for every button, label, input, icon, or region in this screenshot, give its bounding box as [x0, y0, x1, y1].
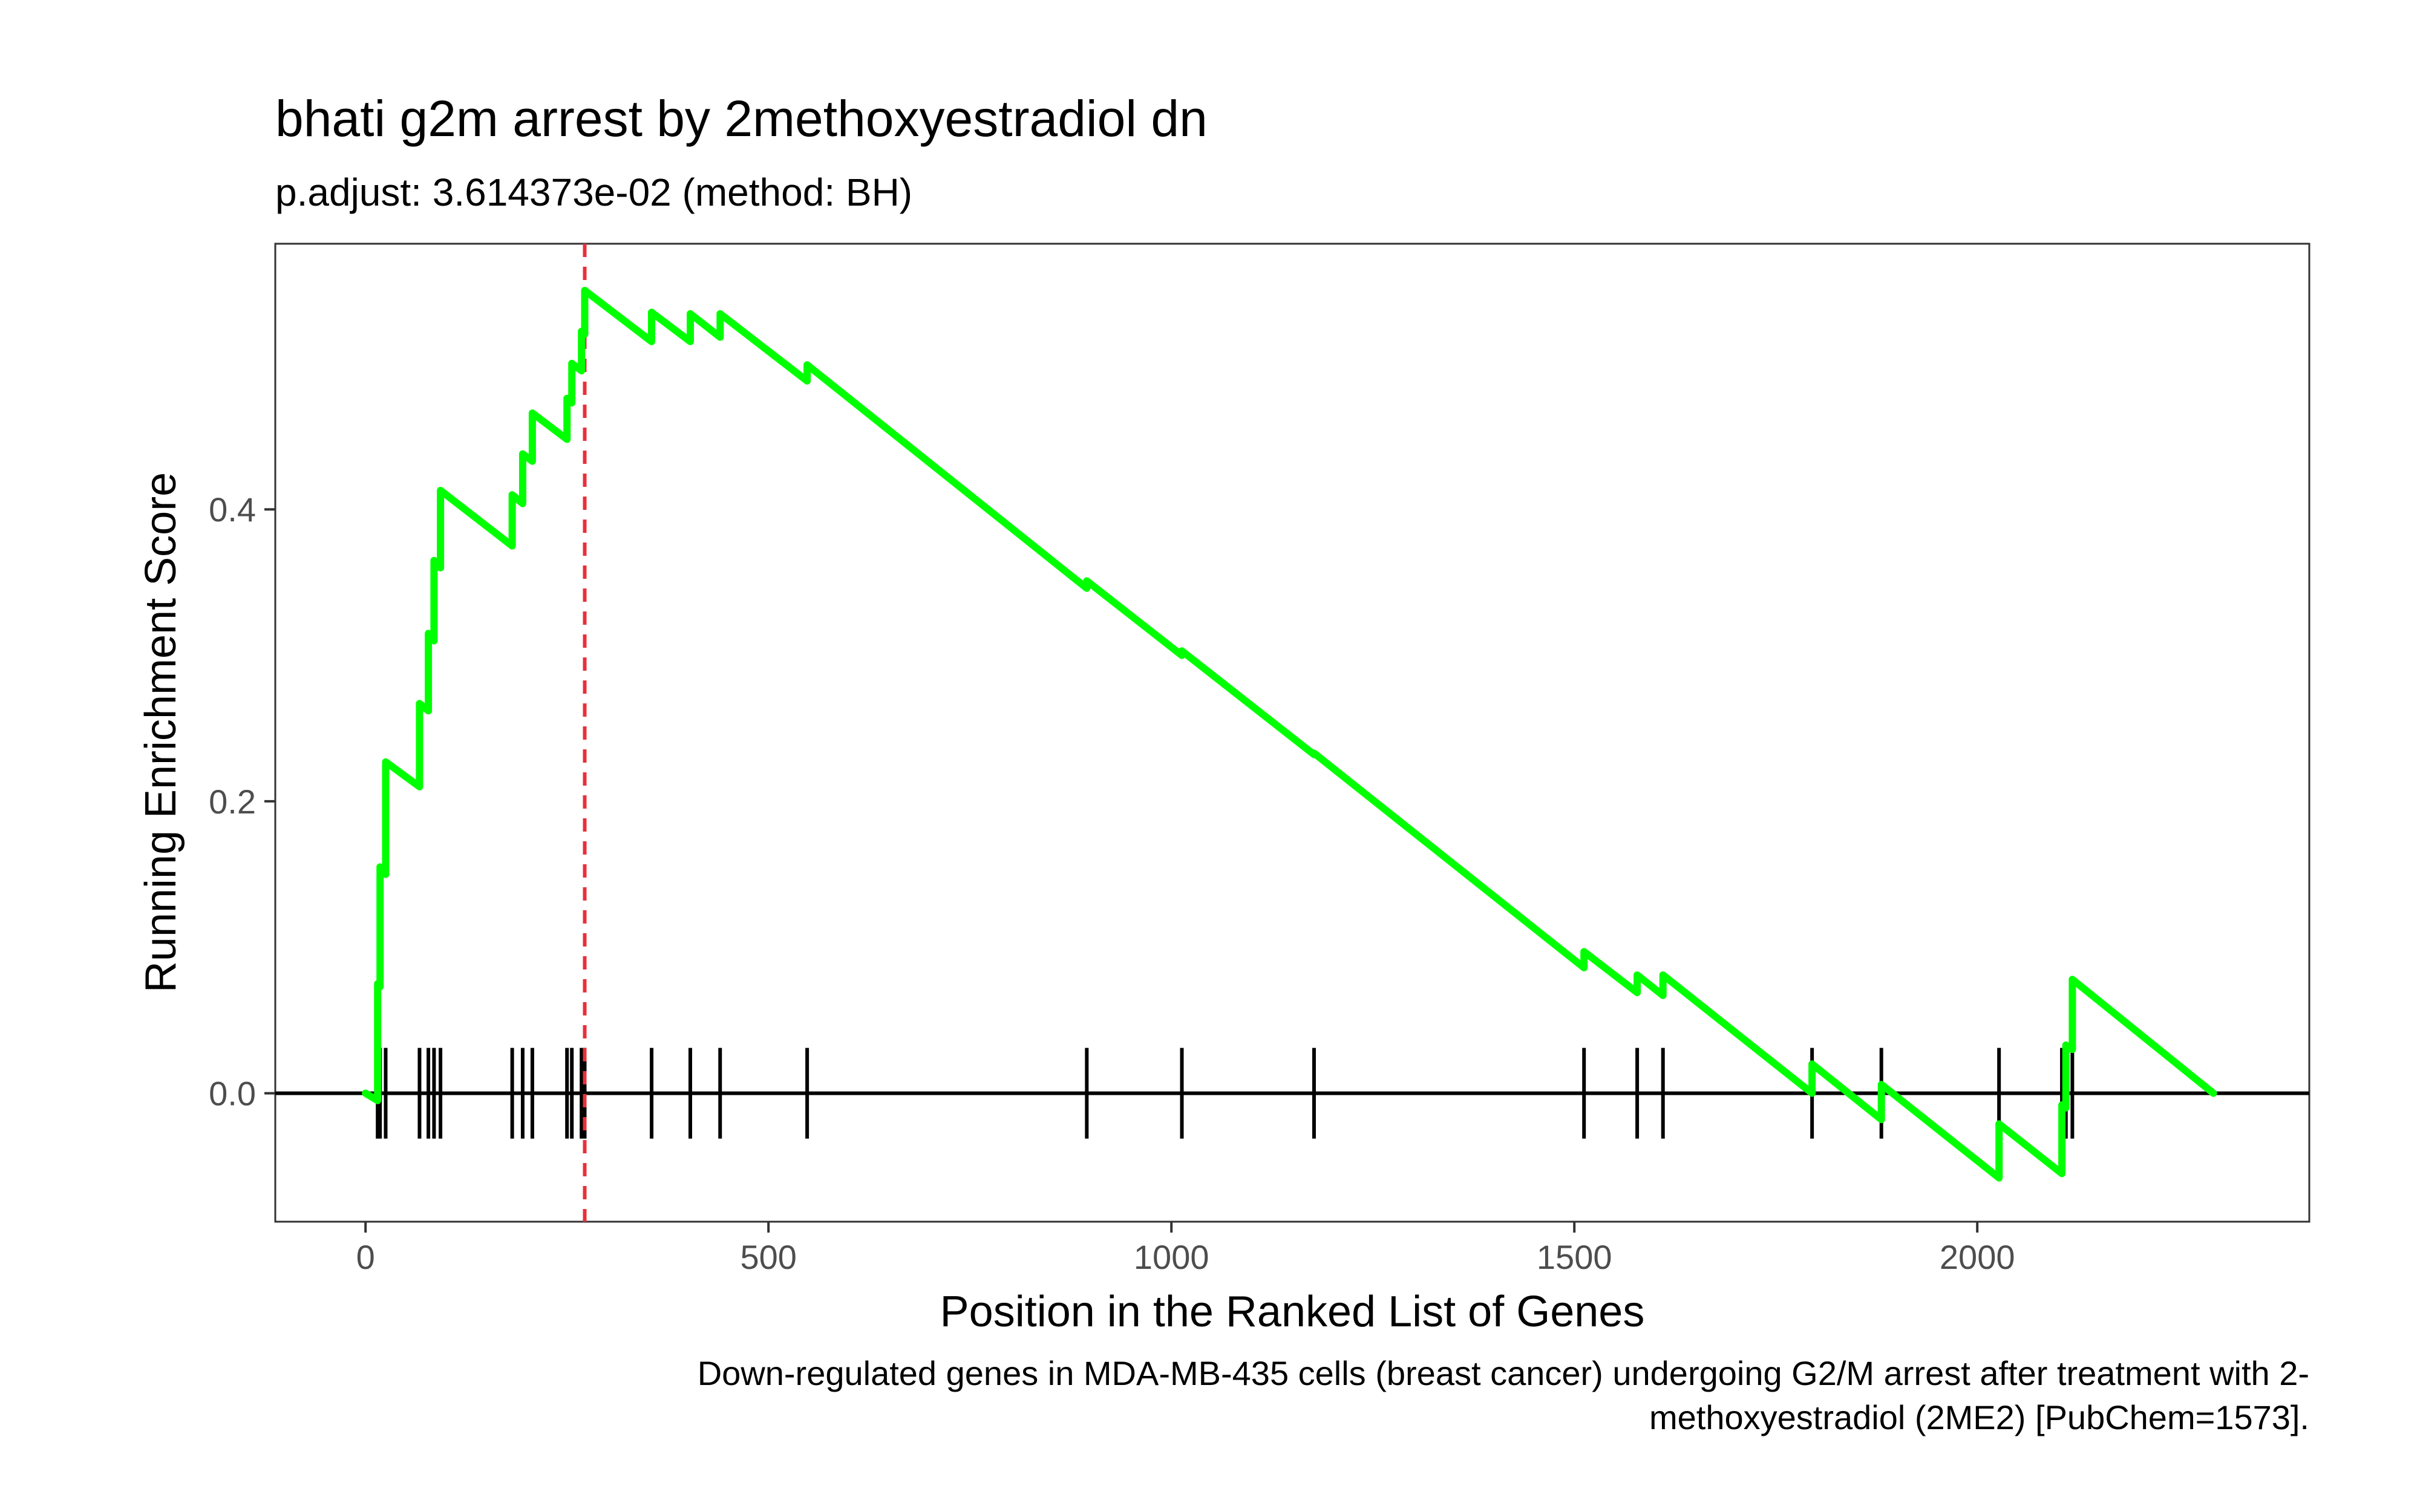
plot-panel	[274, 243, 2310, 1223]
chart-title: bhati g2m arrest by 2methoxyestradiol dn	[275, 90, 1208, 147]
caption-line-1: Down-regulated genes in MDA-MB-435 cells…	[698, 1354, 2309, 1392]
plot-layer	[275, 244, 2309, 1222]
y-tick-label: 0.0	[209, 1075, 256, 1113]
axis-layer: 0 500 1000 1500 2000 0.0 0.2 0.4	[209, 490, 2015, 1276]
x-tick-label: 2000	[1940, 1238, 2015, 1276]
caption-line-2: methoxyestradiol (2ME2) [PubChem=1573].	[1649, 1398, 2309, 1436]
x-tick-label: 1000	[1134, 1238, 1209, 1276]
x-axis-label: Position in the Ranked List of Genes	[940, 1288, 1645, 1336]
running-score-line	[362, 287, 2217, 1182]
x-tick-label: 0	[356, 1238, 375, 1276]
x-tick-label: 1500	[1537, 1238, 1612, 1276]
x-tick-label: 500	[740, 1238, 796, 1276]
y-tick-label: 0.2	[209, 783, 256, 821]
y-tick-label: 0.4	[209, 490, 256, 529]
y-axis-label: Running Enrichment Score	[137, 472, 185, 992]
chart-subtitle: p.adjust: 3.614373e-02 (method: BH)	[275, 171, 912, 214]
